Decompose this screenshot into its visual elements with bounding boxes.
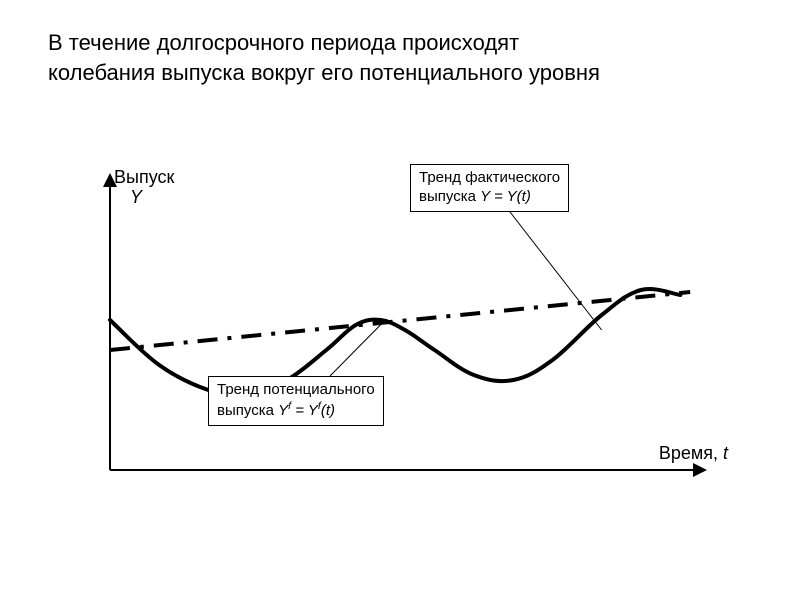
- legend-actual-line2: выпуска Y = Y(t): [419, 188, 560, 207]
- x-axis-label: Время, t: [659, 443, 728, 464]
- page-root: В течение долгосрочного периода происход…: [0, 0, 800, 600]
- potential-trend-line: [110, 292, 690, 350]
- x-axis-label-text: Время,: [659, 443, 718, 463]
- y-axis-label-var: Y: [114, 188, 174, 208]
- chart-svg: [80, 170, 720, 500]
- x-axis-label-var: t: [723, 443, 728, 463]
- legend-potential: Тренд потенциального выпуска Yf = Yf(t): [208, 376, 384, 426]
- chart: Выпуск Y Время, t Тренд фактического вып…: [80, 170, 720, 500]
- legend-potential-line2: выпуска Yf = Yf(t): [217, 400, 375, 421]
- legend-actual-leader: [510, 212, 602, 330]
- y-axis-label-text: Выпуск: [114, 167, 174, 187]
- page-title: В течение долгосрочного периода происход…: [48, 28, 752, 87]
- y-axis-label: Выпуск Y: [114, 168, 174, 208]
- legend-actual: Тренд фактического выпуска Y = Y(t): [410, 164, 569, 212]
- legend-actual-line1: Тренд фактического: [419, 169, 560, 188]
- legend-potential-line1: Тренд потенциального: [217, 381, 375, 400]
- actual-output-curve: [110, 289, 680, 396]
